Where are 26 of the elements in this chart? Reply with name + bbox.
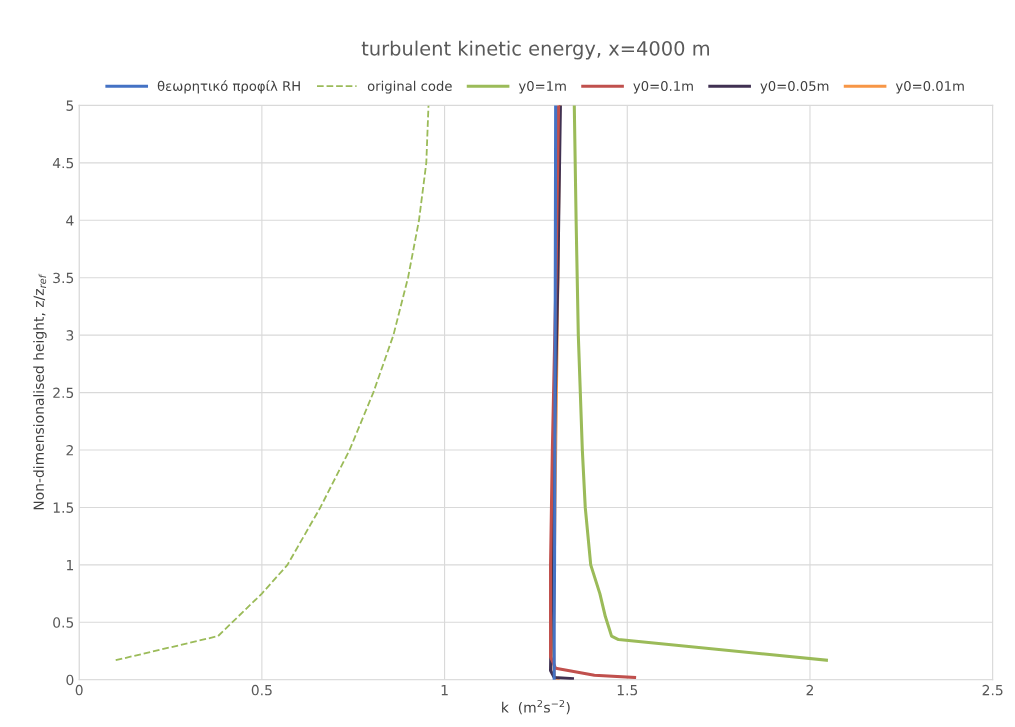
x-tick-label: 2.5 bbox=[982, 684, 1003, 696]
legend-label: y0=0.1m bbox=[633, 81, 693, 94]
y-tick-label: 2.5 bbox=[53, 387, 74, 399]
y-tick-label: 0.5 bbox=[53, 617, 74, 628]
chart-title: turbulent kinetic energy, x=4000 m bbox=[361, 40, 709, 60]
x-tick-label: 1.5 bbox=[617, 685, 638, 696]
y-tick-label: 3 bbox=[66, 330, 74, 341]
y-tick-label: 2 bbox=[66, 444, 73, 456]
y-tick-label: 1.5 bbox=[53, 502, 74, 513]
legend-label: original code bbox=[367, 80, 452, 94]
y-tick-label: 4.5 bbox=[52, 158, 74, 169]
y-axis-title: Non-dimensionalised height, z/z$_{ref}$ bbox=[33, 273, 47, 510]
x-tick-label: 1 bbox=[441, 685, 448, 696]
y-tick-label: 3.5 bbox=[53, 272, 74, 284]
x-tick-label: 2 bbox=[806, 684, 813, 696]
y-tick-label: 5 bbox=[66, 100, 74, 111]
legend-label: θεωρητικό προφίλ RH bbox=[157, 80, 300, 94]
legend-label: y0=1m bbox=[518, 81, 566, 94]
y-tick-label: 4 bbox=[66, 215, 74, 226]
y-tick-label: 0 bbox=[66, 674, 74, 686]
legend-label: y0=0.05m bbox=[760, 81, 829, 94]
y-tick-label: 1 bbox=[67, 560, 74, 571]
x-axis-title: k (m$^{2}$s$^{−2}$) bbox=[502, 699, 570, 715]
x-tick-label: 0 bbox=[75, 684, 83, 696]
x-tick-label: 0.5 bbox=[251, 684, 272, 696]
legend-label: y0=0.01m bbox=[895, 81, 964, 94]
